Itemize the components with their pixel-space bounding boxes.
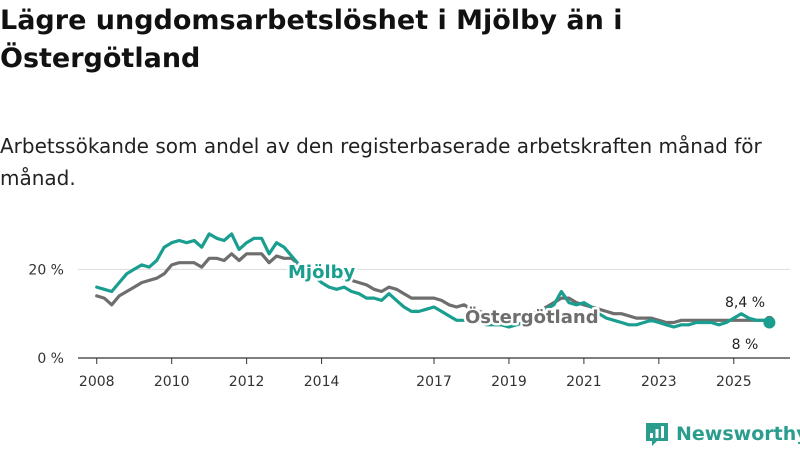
x-tick-label: 2019 xyxy=(491,374,527,390)
brand-name: Newsworthy xyxy=(676,423,800,445)
end-value-label-mjolby: 8 % xyxy=(732,337,759,353)
series-endpoint-mjolby xyxy=(763,316,776,329)
series-label-ostergotland-halo: Östergötland xyxy=(465,306,599,328)
x-tick-label: 2008 xyxy=(79,374,115,390)
x-tick-label: 2023 xyxy=(641,374,677,390)
x-tick-label: 2021 xyxy=(566,374,602,390)
series-label-mjolby-halo: Mjölby xyxy=(288,262,356,283)
chart-subtitle: Arbetssökande som andel av den registerb… xyxy=(0,134,762,190)
series-label-ostergotland: Östergötland xyxy=(465,306,599,328)
y-tick-label: 20 % xyxy=(28,262,64,278)
bar-chart-logo-icon xyxy=(646,423,668,446)
brand-logo: Newsworthy xyxy=(644,419,800,449)
x-tick-label: 2012 xyxy=(229,374,265,390)
x-tick-label: 2025 xyxy=(716,374,752,390)
x-tick-label: 2014 xyxy=(304,374,340,390)
series-line-mjolby xyxy=(95,232,772,329)
chart-title: Lägre ungdomsarbetslöshet i Mjölby än i … xyxy=(0,5,623,74)
series-label-mjolby: Mjölby xyxy=(288,262,356,283)
series-line-ostergotland xyxy=(95,252,772,325)
x-tick-label: 2017 xyxy=(416,374,452,390)
x-tick-label: 2010 xyxy=(154,374,190,390)
end-value-label-ostergotland: 8,4 % xyxy=(725,295,765,311)
y-tick-label: 0 % xyxy=(37,351,64,367)
